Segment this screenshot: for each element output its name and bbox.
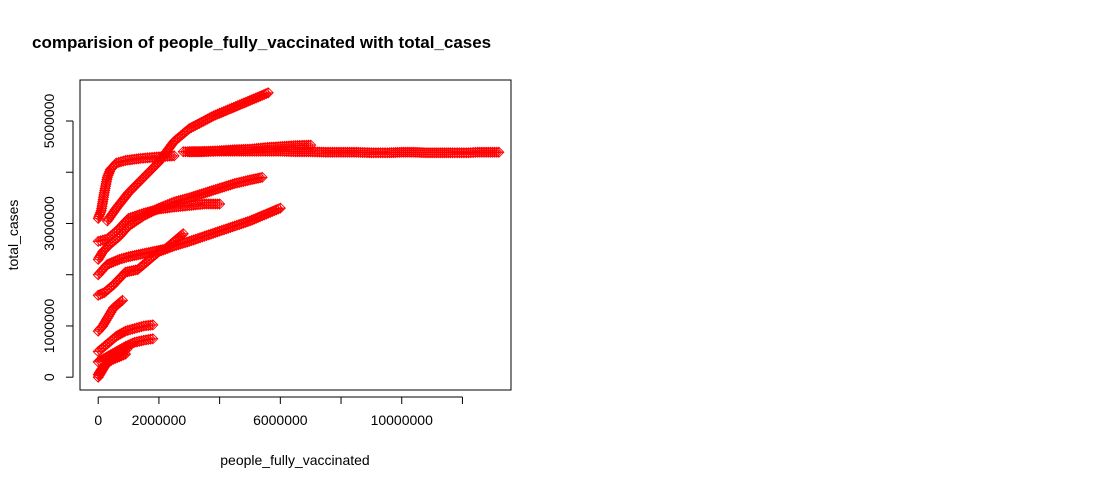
x-axis-label: people_fully_vaccinated bbox=[220, 452, 369, 468]
data-point bbox=[274, 202, 286, 214]
data-point bbox=[116, 294, 129, 306]
y-tick-label: 1000000 bbox=[41, 298, 57, 353]
x-tick-label: 2000000 bbox=[132, 412, 187, 428]
y-tick-label: 0 bbox=[41, 373, 57, 381]
y-axis-label: total_cases bbox=[5, 200, 21, 271]
data-point bbox=[121, 343, 133, 355]
x-tick-label: 10000000 bbox=[371, 412, 434, 428]
x-tick-label: 6000000 bbox=[253, 412, 308, 428]
x-tick-label: 0 bbox=[94, 412, 102, 428]
data-point bbox=[168, 150, 180, 162]
y-tick-label: 3000000 bbox=[41, 196, 57, 251]
chart-title: comparision of people_fully_vaccinated w… bbox=[32, 33, 491, 52]
data-points bbox=[92, 87, 505, 383]
data-point bbox=[256, 171, 268, 183]
x-axis: 0 2000000 6000000 10000000 bbox=[94, 396, 463, 428]
data-point bbox=[177, 228, 189, 240]
data-point bbox=[493, 146, 505, 158]
plot-area-box bbox=[79, 79, 512, 391]
y-tick-label: 5000000 bbox=[41, 94, 57, 149]
y-axis: 0 1000000 3000000 5000000 bbox=[41, 94, 74, 381]
data-point bbox=[213, 198, 226, 210]
data-point bbox=[262, 87, 274, 99]
data-point bbox=[147, 319, 159, 331]
data-point bbox=[147, 333, 159, 345]
